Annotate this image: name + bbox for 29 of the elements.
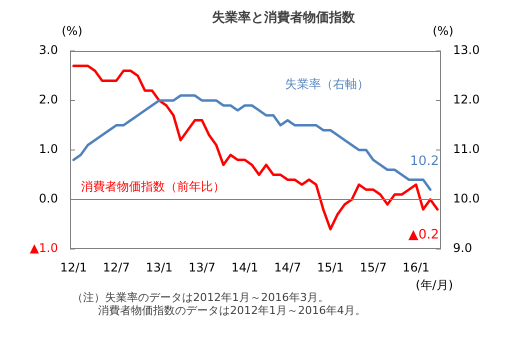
y2-tick-label: 12.0 — [453, 92, 480, 107]
y2-axis-title: (%) — [432, 24, 454, 38]
x-tick-label: 14/1 — [231, 260, 258, 274]
text: 消費者物価指数のデータは2012年1月～2016年4月。 — [98, 303, 366, 318]
x-tick-label: 14/7 — [274, 260, 302, 274]
x-tick-label: 16/1 — [402, 260, 430, 274]
y-tick-label: 0.0 — [38, 192, 58, 206]
y2-tick-label: 10.0 — [453, 192, 480, 206]
y2-tick-label: 13.0 — [453, 43, 480, 58]
text: （注）失業率のデータは2012年1月～2016年3月。 — [72, 290, 329, 305]
x-tick-label: 12/7 — [102, 260, 130, 274]
annotation: 10.2 — [410, 154, 439, 169]
x-tick-label: 15/1 — [316, 260, 344, 274]
y-tick-label: ▲1.0 — [30, 241, 58, 256]
y2-tick-label: 9.0 — [453, 241, 472, 256]
y-tick-label: 3.0 — [38, 43, 58, 58]
series-label: 消費者物価指数（前年比） — [81, 180, 226, 194]
x-tick-label: 13/7 — [188, 260, 216, 274]
x-tick-label: 15/7 — [360, 260, 387, 274]
y-tick-label: 2.0 — [38, 92, 58, 107]
text: 失業率（右軸） — [285, 76, 370, 91]
y-tick-label: 1.0 — [38, 142, 58, 156]
y2-tick-label: 11.0 — [453, 142, 480, 156]
annotation: ▲0.2 — [408, 227, 439, 242]
y-axis-title: (%) — [62, 24, 82, 38]
x-tick-label: 12/1 — [60, 260, 88, 274]
x-tick-label: 13/1 — [146, 260, 173, 274]
x-axis-title: (年/月) — [416, 278, 453, 292]
chart-title: 失業率と消費者物価指数 — [212, 9, 356, 26]
